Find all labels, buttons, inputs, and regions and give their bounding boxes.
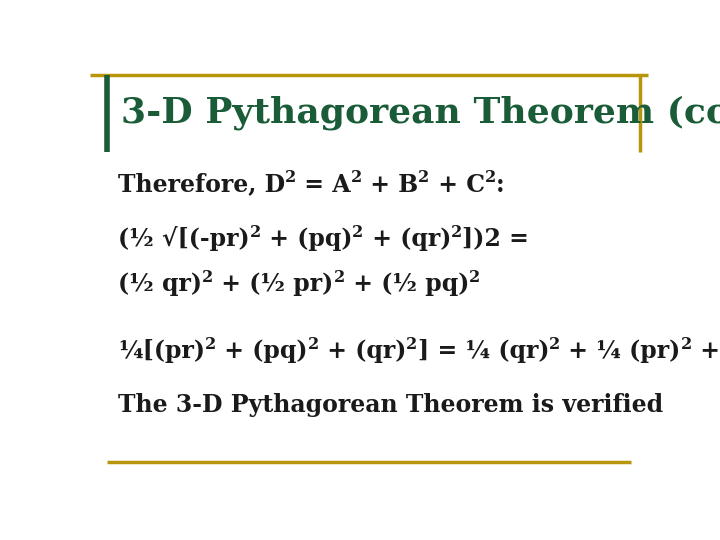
Text: + ¼ (pr): + ¼ (pr) xyxy=(560,339,680,363)
Text: ] = ¼ (qr): ] = ¼ (qr) xyxy=(418,339,549,363)
Text: + (pq): + (pq) xyxy=(216,339,307,363)
Text: 2: 2 xyxy=(351,170,362,186)
Text: 2: 2 xyxy=(485,170,496,186)
Text: + (pq): + (pq) xyxy=(692,339,720,363)
Text: 2: 2 xyxy=(406,336,418,353)
Text: 2: 2 xyxy=(451,224,462,240)
Text: (½ qr): (½ qr) xyxy=(118,272,202,296)
Text: 2: 2 xyxy=(307,336,319,353)
Text: + (½ pq): + (½ pq) xyxy=(345,272,469,296)
Text: Therefore, D: Therefore, D xyxy=(118,173,285,197)
Text: 2: 2 xyxy=(250,224,261,240)
Text: 2: 2 xyxy=(333,269,345,286)
Text: + (pq): + (pq) xyxy=(261,227,352,251)
Text: 2: 2 xyxy=(680,336,692,353)
Text: + B: + B xyxy=(362,173,418,197)
Text: The 3-D Pythagorean Theorem is verified: The 3-D Pythagorean Theorem is verified xyxy=(118,393,663,417)
Text: 2: 2 xyxy=(285,170,296,186)
Text: + (qr): + (qr) xyxy=(364,227,451,251)
Text: ])2 =: ])2 = xyxy=(462,227,529,251)
Text: 2: 2 xyxy=(469,269,480,286)
Text: + C: + C xyxy=(430,173,485,197)
Text: (½ √[(-pr): (½ √[(-pr) xyxy=(118,226,250,251)
Text: 3-D Pythagorean Theorem (cont.): 3-D Pythagorean Theorem (cont.) xyxy=(121,96,720,130)
Text: 2: 2 xyxy=(549,336,560,353)
Text: = A: = A xyxy=(296,173,351,197)
Text: + (qr): + (qr) xyxy=(319,339,406,363)
Text: 2: 2 xyxy=(205,336,216,353)
Text: :: : xyxy=(496,173,505,197)
Text: 2: 2 xyxy=(418,170,430,186)
Text: 2: 2 xyxy=(352,224,364,240)
Text: + (½ pr): + (½ pr) xyxy=(213,272,333,296)
Text: ¼[(pr): ¼[(pr) xyxy=(118,339,205,363)
Text: 2: 2 xyxy=(202,269,213,286)
